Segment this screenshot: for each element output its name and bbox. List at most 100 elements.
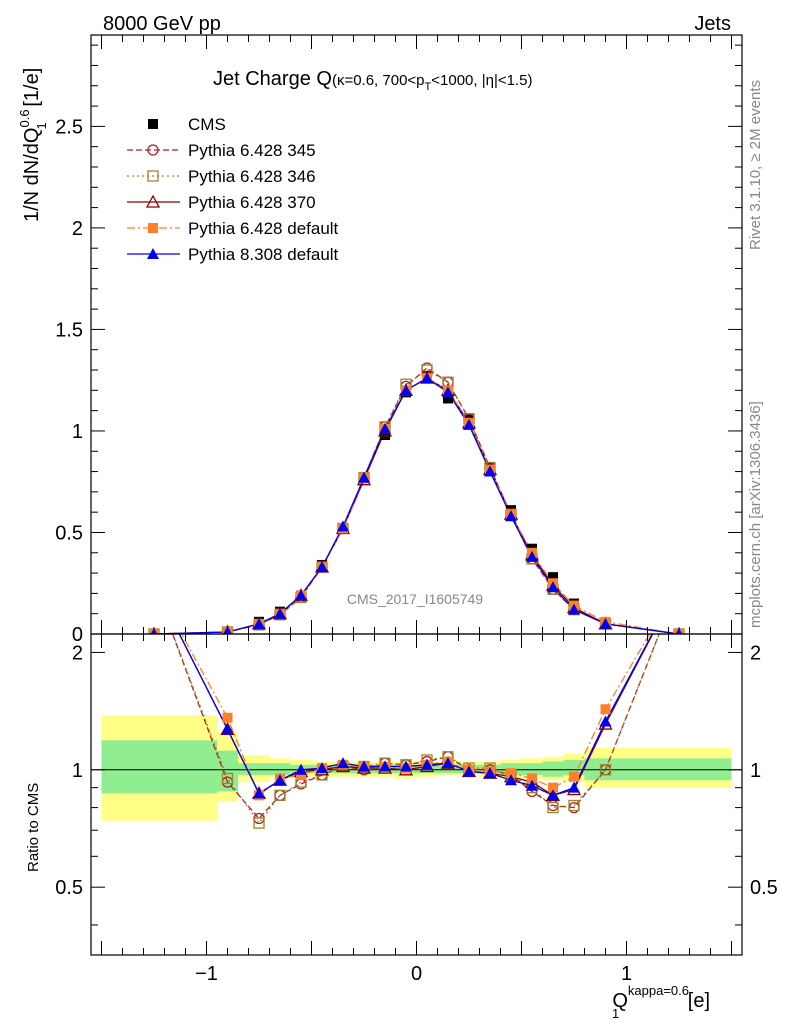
inner-band-bin [217,750,238,792]
inner-band-bin [101,740,217,794]
ratio-point-p8def [295,763,307,775]
ratio-tick-label-left: 2 [72,642,83,664]
x-tick-label: 0 [411,963,422,985]
ratio-point-p8def [421,758,433,770]
ratio-point-p8def [400,760,412,772]
legend-label-p370: Pythia 6.428 370 [188,193,316,212]
ratio-point-p8def [599,715,612,727]
point-p8def [505,510,517,522]
ratio-point-p6def [600,704,611,715]
point-p8def [400,384,412,396]
chart-title-sub: (κ=0.6, 700<p [332,72,425,89]
legend-marker-cms [148,119,158,129]
ratio-curve-p346 [172,634,660,825]
ratio-point-p8def [358,760,370,772]
ratio-point-p8def [673,578,685,589]
ratio-point-p8def [337,757,349,769]
x-axis-label-unit: [e] [682,990,710,1012]
point-p8def [274,607,286,619]
y-tick-label: 0 [72,624,83,646]
ratio-point-p346 [674,579,684,589]
point-p8def [463,418,475,430]
point-p8def [599,617,612,629]
ratio-point-p8def [442,757,454,769]
inner-band-bin [521,763,543,775]
point-p8def [675,628,683,634]
ratio-point-p8def [253,787,265,799]
legend-marker-p370 [145,194,161,208]
ratio-point-p8def [316,762,328,774]
point-p8def [358,471,370,483]
x-axis-label-base: Q [612,990,628,1012]
ratio-point-p6def [222,712,233,723]
ratio-point-p346 [599,764,612,776]
ratio-tick-label-right: 1 [750,760,761,782]
chart-title-main: Jet Charge Q [213,68,332,90]
inner-band-bin [563,759,585,775]
point-p8def [379,422,391,434]
ratio-point-p6def [527,773,537,784]
header-right: Jets [694,13,731,35]
point-p8def [442,386,454,398]
ratio-point-p345 [674,579,684,589]
header-left: 8000 GeV pp [103,13,221,35]
ratio-point-p8def [568,781,580,793]
point-p8def [316,560,328,572]
curve-p345 [153,367,680,634]
ratio-y-axis-label: Ratio to CMS [25,783,42,872]
ratio-point-p346 [547,801,559,814]
ratio-tick-label-left: 1 [72,760,83,782]
axis-ticks: 0 0.5 1 1.5 2 2.5 0.5 0.5 1 1 2 2 −1 0 1 [55,35,778,985]
point-cms [443,393,453,404]
x-tick-label: −1 [195,963,218,985]
legend-marker-p6def [148,223,158,233]
ratio-point-p370 [148,578,160,589]
point-p8def [421,372,433,384]
point-p8def [568,603,580,615]
ratio-tick-label-right: 2 [750,642,761,664]
ratio-point-p8def [526,779,538,791]
ratio-point-p346 [253,817,265,829]
y-axis-label-sup: 0.6 [17,109,32,127]
ratio-point-p346 [568,799,580,812]
legend-label-p6def: Pythia 6.428 default [188,219,339,238]
ratio-point-p8def [221,723,234,735]
ratio-point-p346 [149,579,159,589]
ratio-point-p6def [674,579,684,589]
ratio-point-p8def [379,760,391,772]
ratio-curve-p345 [171,634,660,820]
y-axis-label-unit: [1/e] [21,68,43,112]
ratio-point-p6def [296,769,306,780]
ratio-point-p8def [547,789,559,801]
ratio-point-p6def [149,579,159,589]
ratio-point-p8def [463,765,475,777]
ratio-point-p8def [274,774,286,786]
point-cms [548,572,558,583]
legend-marker-p8def [147,248,159,259]
y-axis-label-sub: 1 [34,122,49,129]
ratio-tick-label-right: 0.5 [750,877,778,899]
ratio-point-p346 [221,772,234,785]
x-axis-label: Qkappa=0.6 1 [e] [612,983,710,1021]
legend-label-p345: Pythia 6.428 345 [188,141,316,160]
point-p8def [253,617,265,629]
x-axis-label-sub: 1 [612,1006,619,1021]
x-tick-label: 1 [621,963,632,985]
legend: CMS Pythia 6.428 345 Pythia 6.428 346 Pythi… [127,115,339,264]
ratio-tick-label-left: 0.5 [55,877,83,899]
point-cms [380,430,390,441]
inner-band-bin [269,763,291,775]
ratio-point-p6def [548,782,558,793]
point-p8def [547,581,559,593]
point-p8def [484,465,496,477]
inner-band-bin [437,764,459,774]
ratio-point-p8def [148,578,160,589]
y-tick-label: 1.5 [55,319,83,341]
legend-marker-p345 [147,144,159,156]
chart-title-sub-index: T [425,81,432,93]
legend-marker-p346 [147,170,159,182]
point-p8def [337,520,349,532]
watermark: CMS_2017_I1605749 [347,591,483,607]
ratio-point-p8def [505,774,517,786]
